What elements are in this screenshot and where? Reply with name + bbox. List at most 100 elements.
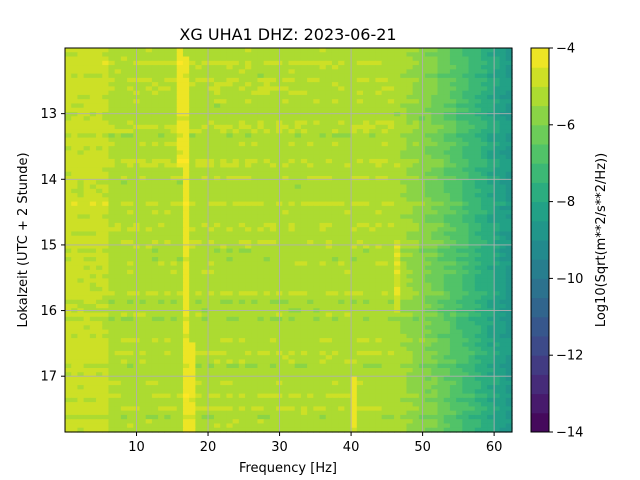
heatmap-cell — [468, 295, 476, 301]
heatmap-cell — [238, 299, 246, 305]
heatmap-cell — [108, 227, 116, 233]
heatmap-cell — [238, 193, 246, 198]
heatmap-cell — [182, 286, 190, 292]
heatmap-cell — [363, 99, 370, 105]
heatmap-cell — [96, 261, 103, 267]
heatmap-cell — [294, 137, 302, 143]
heatmap-cell — [480, 176, 488, 181]
heatmap-cell — [83, 252, 91, 258]
heatmap-cell — [443, 163, 451, 169]
heatmap-cell — [89, 154, 97, 160]
heatmap-cell — [300, 321, 308, 326]
heatmap-cell — [406, 197, 414, 203]
heatmap-cell — [108, 99, 116, 105]
heatmap-cell — [394, 210, 401, 215]
heatmap-cell — [505, 73, 513, 79]
heatmap-cell — [350, 325, 358, 331]
heatmap-cell — [300, 193, 308, 198]
heatmap-cell — [487, 52, 494, 58]
heatmap-cell — [300, 295, 308, 301]
heatmap-cell — [263, 167, 271, 173]
heatmap-cell — [344, 227, 352, 233]
heatmap-cell — [338, 210, 345, 215]
heatmap-cell — [207, 278, 215, 284]
heatmap-cell — [406, 269, 414, 275]
heatmap-cell — [158, 338, 165, 343]
heatmap-cell — [220, 180, 228, 186]
heatmap-cell — [325, 291, 333, 297]
heatmap-cell — [207, 56, 215, 62]
heatmap-cell — [139, 82, 147, 87]
heatmap-cell — [350, 120, 358, 126]
heatmap-cell — [443, 77, 451, 83]
heatmap-cell — [145, 107, 153, 113]
heatmap-cell — [313, 248, 321, 254]
heatmap-cell — [294, 112, 302, 117]
heatmap-cell — [120, 299, 128, 305]
heatmap-cell — [381, 265, 389, 271]
heatmap-cell — [344, 141, 352, 147]
heatmap-cell — [232, 154, 240, 160]
heatmap-cell — [375, 163, 383, 169]
heatmap-cell — [456, 338, 463, 343]
heatmap-cell — [263, 133, 271, 139]
heatmap-cell — [189, 218, 196, 224]
heatmap-cell — [96, 218, 103, 224]
heatmap-cell — [182, 60, 190, 66]
heatmap-cell — [412, 257, 420, 262]
heatmap-cell — [269, 163, 277, 169]
heatmap-cell — [394, 124, 401, 130]
heatmap-cell — [145, 86, 153, 92]
heatmap-cell — [139, 158, 147, 164]
heatmap-cell — [294, 56, 302, 62]
heatmap-cell — [170, 154, 178, 160]
heatmap-cell — [300, 163, 308, 169]
heatmap-cell — [127, 137, 134, 143]
heatmap-cell — [313, 107, 321, 113]
heatmap-cell — [344, 295, 352, 301]
heatmap-cell — [350, 180, 358, 186]
heatmap-cell — [325, 244, 333, 250]
heatmap-cell — [462, 120, 470, 126]
heatmap-cell — [269, 261, 277, 267]
heatmap-cell — [505, 333, 513, 339]
heatmap-cell — [120, 274, 128, 279]
heatmap-cell — [207, 94, 215, 100]
heatmap-cell — [83, 269, 91, 275]
heatmap-cell — [158, 154, 165, 160]
heatmap-cell — [96, 90, 103, 96]
heatmap-cell — [77, 150, 85, 156]
heatmap-cell — [151, 291, 159, 297]
heatmap-cell — [412, 77, 420, 83]
heatmap-cell — [499, 244, 507, 250]
heatmap-cell — [96, 60, 103, 66]
heatmap-cell — [65, 257, 72, 262]
heatmap-cell — [102, 274, 110, 279]
heatmap-cell — [412, 184, 420, 190]
heatmap-cell — [493, 231, 501, 237]
heatmap-cell — [505, 52, 513, 58]
heatmap-cell — [201, 312, 209, 318]
heatmap-cell — [269, 205, 277, 211]
heatmap-cell — [325, 261, 333, 267]
heatmap-cell — [65, 291, 72, 297]
heatmap-cell — [462, 48, 470, 53]
heatmap-cell — [158, 120, 165, 126]
heatmap-cell — [400, 103, 408, 109]
heatmap-cell — [480, 180, 488, 186]
heatmap-cell — [182, 137, 190, 143]
heatmap-cell — [375, 120, 383, 126]
heatmap-cell — [226, 269, 234, 275]
heatmap-cell — [158, 167, 165, 173]
heatmap-cell — [257, 244, 265, 250]
heatmap-cell — [363, 282, 370, 288]
heatmap-cell — [468, 146, 476, 151]
heatmap-cell — [257, 103, 265, 109]
heatmap-cell — [431, 129, 439, 134]
heatmap-cell — [77, 180, 85, 186]
heatmap-cell — [89, 129, 97, 134]
heatmap-cell — [307, 154, 314, 160]
heatmap-cell — [251, 304, 259, 309]
heatmap-cell — [251, 116, 259, 122]
heatmap-cell — [468, 65, 476, 70]
